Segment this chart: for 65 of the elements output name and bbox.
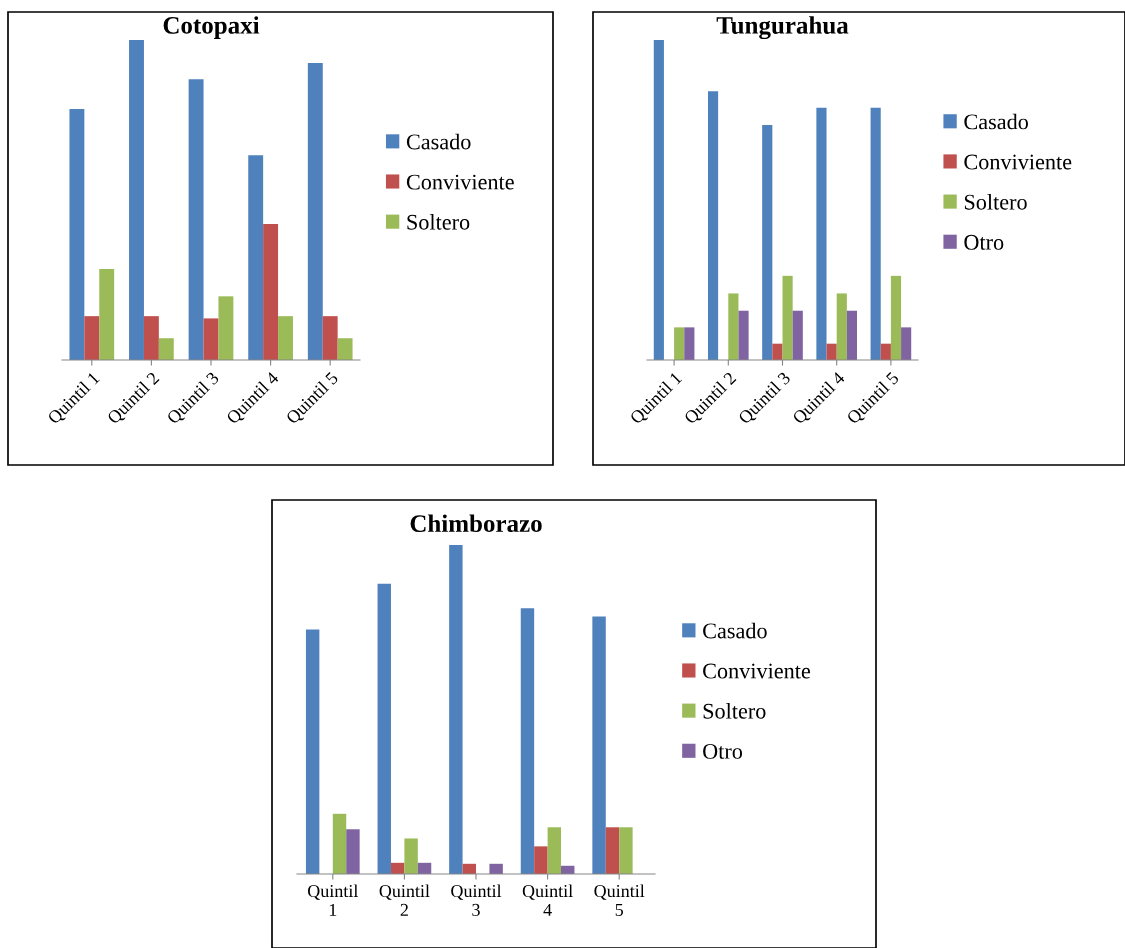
bar: [772, 343, 783, 360]
bar: [307, 63, 323, 360]
bar: [332, 813, 347, 874]
legend-label: Soltero: [703, 703, 766, 719]
bar: [337, 338, 353, 360]
bar: [846, 310, 858, 360]
bar: [880, 343, 891, 360]
bar: [592, 616, 606, 874]
bar: [547, 827, 562, 874]
bar: [69, 109, 85, 360]
bar: [605, 827, 620, 874]
bar: [377, 583, 391, 874]
x-tick-label: Quintil 5: [594, 884, 645, 916]
legend-label: Otro: [964, 234, 1004, 250]
bar: [520, 608, 535, 874]
legend-label: Conviviente: [406, 174, 514, 190]
bar: [99, 269, 115, 360]
bar: [707, 91, 719, 360]
bar: [129, 40, 144, 360]
bar: [346, 829, 360, 874]
bar: [826, 343, 837, 360]
legend-label: Casado: [964, 113, 1028, 130]
bar: [901, 327, 912, 360]
bar: [782, 275, 793, 360]
bar: [653, 40, 664, 360]
bar: [158, 338, 174, 360]
bar: [449, 545, 463, 874]
bar: [684, 327, 695, 360]
bar: [322, 316, 338, 360]
bar: [534, 846, 548, 874]
bar: [738, 310, 749, 360]
legend-label: Casado: [703, 622, 767, 639]
legend-label: Conviviente: [964, 154, 1072, 170]
bar: [404, 838, 418, 874]
bar: [203, 318, 219, 360]
bar: [792, 310, 803, 360]
x-tick-label: Quintil 3: [451, 884, 502, 916]
legend-label: Otro: [703, 743, 743, 759]
bar: [278, 316, 293, 360]
bar: [890, 275, 902, 360]
bar: [728, 293, 739, 360]
x-tick-label: Quintil 2: [379, 884, 430, 916]
chart-title: Tungurahua: [716, 16, 849, 40]
bar: [263, 224, 279, 360]
chart-title: Chimborazo: [410, 514, 542, 533]
bar: [762, 125, 773, 360]
chart-title: Cotopaxi: [163, 16, 260, 39]
bar: [188, 79, 204, 360]
bar: [816, 107, 827, 360]
bar: [619, 827, 633, 874]
bar: [218, 296, 234, 360]
x-tick-label: Quintil 4: [522, 884, 573, 916]
bar: [305, 629, 320, 874]
bar: [674, 327, 685, 360]
bar: [143, 316, 159, 360]
legend-label: Casado: [406, 133, 471, 150]
legend-label: Conviviente: [703, 663, 811, 679]
bar: [84, 316, 100, 360]
bar: [489, 863, 503, 874]
bar: [248, 155, 264, 360]
bar: [836, 293, 847, 360]
legend-label: Soltero: [407, 214, 470, 230]
legend-label: Soltero: [964, 194, 1027, 210]
x-tick-label: Quintil 1: [307, 884, 359, 916]
bar: [870, 107, 881, 360]
